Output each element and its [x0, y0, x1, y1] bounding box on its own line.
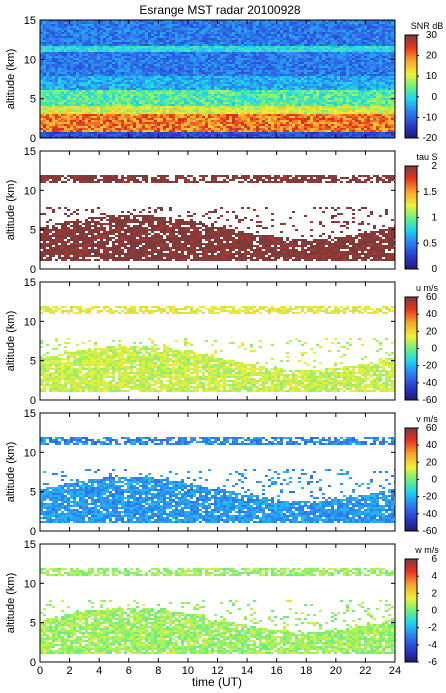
heatmap-tau [40, 175, 395, 261]
heatmap-u [40, 306, 395, 392]
y-tick-label: 5 [30, 618, 36, 630]
x-tick-label: 16 [271, 665, 283, 677]
y-tick-label: 5 [30, 94, 36, 106]
colorbar-tick-label: 2 [431, 588, 437, 599]
x-tick-label: 10 [182, 665, 194, 677]
colorbar-label-w: w m/s [414, 545, 439, 555]
colorbar-tick-label: -60 [423, 526, 438, 537]
colorbar-v [404, 427, 418, 532]
colorbar-tick-label: -40 [423, 378, 438, 389]
y-tick-label: 0 [30, 395, 36, 407]
y-tick-label: 15 [24, 408, 36, 420]
colorbar-u [404, 296, 418, 401]
x-axis-label: time (UT) [192, 675, 242, 689]
y-tick-label: 10 [24, 316, 36, 328]
x-tick-label: 20 [330, 665, 342, 677]
colorbar-tick-label: 40 [426, 309, 438, 320]
heatmap-SNR [40, 20, 395, 138]
colorbar-tick-label: -40 [423, 509, 438, 520]
colorbar-tick-label: 0.5 [423, 238, 437, 249]
panel-v: 0 5 10 15 altitude (km) v m/s -60 -40 -20 0 20 40 60 [5, 408, 438, 538]
colorbar-tick-label: -60 [423, 395, 438, 406]
y-tick-label: 0 [30, 133, 36, 145]
colorbar-tick-label: -10 [423, 112, 438, 123]
y-tick-label: 15 [24, 15, 36, 27]
y-tick-label: 5 [30, 356, 36, 368]
colorbar-tick-label: 10 [426, 71, 438, 82]
colorbar-tick-label: 2 [431, 161, 437, 172]
y-tick-label: 15 [24, 146, 36, 158]
colorbar-tick-label: -4 [428, 640, 437, 651]
x-tick-label: 0 [37, 665, 43, 677]
colorbar-tick-label: 40 [426, 440, 438, 451]
panel-tau: 0 5 10 15 altitude (km) tau S 0 0.5 1 1.5 2 [5, 146, 438, 276]
panel-w: 0 5 10 15 altitude (km) w m/s -6 -4 -2 0 2 4 6 [5, 539, 439, 669]
colorbar-label-SNR: SNR dB [411, 21, 444, 31]
chart-title: Esrange MST radar 20100928 [139, 3, 301, 17]
colorbar-tick-label: -20 [423, 361, 438, 372]
colorbar-tick-label: -2 [428, 623, 437, 634]
panel-u: 0 5 10 15 altitude (km) u m/s -60 -40 -20 0 20 40 60 [5, 277, 438, 407]
panel-SNR: 0 5 10 15 altitude (km) SNR dB -20 -10 0 10 20 30 [5, 15, 443, 145]
y-tick-label: 10 [24, 185, 36, 197]
x-axis-tick-labels: 0 2 4 6 8 10 12 14 16 18 20 22 24 [37, 665, 401, 677]
colorbar-tick-label: -20 [423, 133, 438, 144]
colorbar-label-v: v m/s [416, 414, 438, 424]
heatmap-v [40, 437, 395, 523]
colorbar-tick-label: 60 [426, 423, 438, 434]
colorbar-tick-label: -6 [428, 657, 437, 668]
colorbar-tick-label: 1 [431, 213, 437, 224]
x-tick-label: 2 [67, 665, 73, 677]
y-tick-label: 10 [24, 54, 36, 66]
x-tick-label: 22 [359, 665, 371, 677]
y-tick-label: 0 [30, 264, 36, 276]
colorbar-tick-label: 0 [431, 475, 437, 486]
x-tick-label: 8 [155, 665, 161, 677]
colorbar-tick-label: 0 [431, 264, 437, 275]
x-tick-label: 12 [211, 665, 223, 677]
y-tick-label: 0 [30, 526, 36, 538]
x-tick-label: 14 [241, 665, 253, 677]
colorbar-SNR [404, 34, 418, 139]
y-tick-label: 15 [24, 539, 36, 551]
y-tick-label: 10 [24, 578, 36, 590]
x-tick-label: 4 [96, 665, 102, 677]
y-tick-label: 15 [24, 277, 36, 289]
colorbar-tau [404, 165, 418, 270]
colorbar-tick-label: 0 [431, 92, 437, 103]
colorbar-tick-label: 20 [426, 457, 438, 468]
y-axis-label: altitude (km) [5, 49, 17, 110]
colorbar-tick-label: -20 [423, 492, 438, 503]
y-tick-label: 5 [30, 225, 36, 237]
colorbar-tick-label: 20 [426, 51, 438, 62]
y-axis-label: altitude (km) [5, 442, 17, 503]
colorbar-w [404, 558, 418, 663]
colorbar-tick-label: 6 [431, 554, 437, 565]
colorbar-tick-label: 0 [431, 606, 437, 617]
colorbar-label-tau: tau S [416, 152, 437, 162]
x-tick-label: 24 [389, 665, 401, 677]
heatmap-w [40, 568, 395, 654]
colorbar-tick-label: 1.5 [423, 187, 437, 198]
y-tick-label: 0 [30, 657, 36, 669]
colorbar-tick-label: 30 [426, 30, 438, 41]
y-axis-label: altitude (km) [5, 311, 17, 372]
x-tick-label: 18 [300, 665, 312, 677]
y-tick-label: 10 [24, 447, 36, 459]
y-axis-label: altitude (km) [5, 180, 17, 241]
colorbar-tick-label: 20 [426, 326, 438, 337]
x-tick-label: 6 [126, 665, 132, 677]
colorbar-tick-label: 60 [426, 292, 438, 303]
colorbar-tick-label: 4 [431, 571, 437, 582]
colorbar-tick-label: 0 [431, 344, 437, 355]
colorbar-label-u: u m/s [416, 283, 439, 293]
y-tick-label: 5 [30, 487, 36, 499]
y-axis-label: altitude (km) [5, 573, 17, 634]
